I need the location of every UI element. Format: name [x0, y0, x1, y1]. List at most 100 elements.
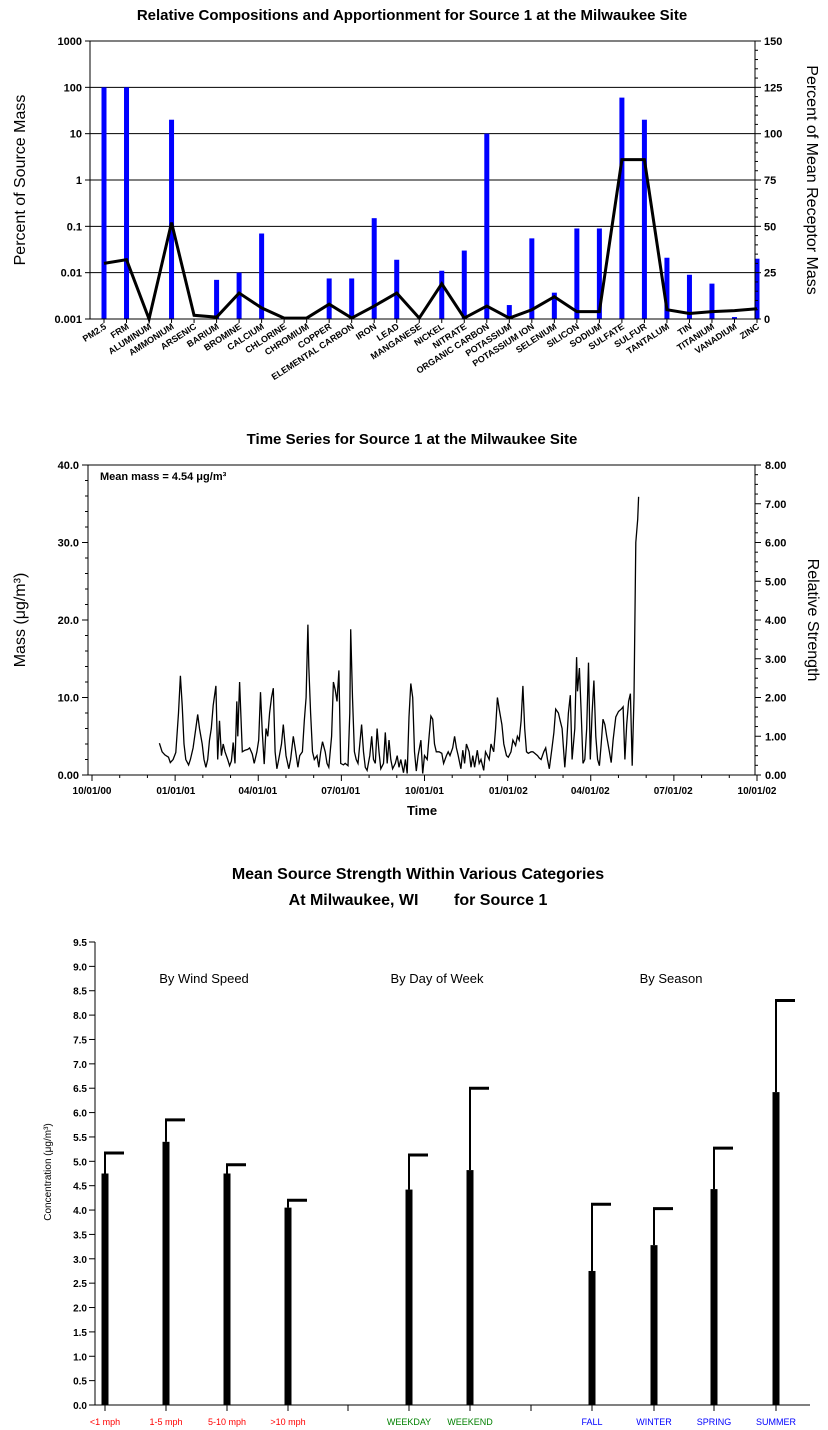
category-y-tick-label: 4.0	[73, 1206, 87, 1217]
composition-chart-title: Relative Compositions and Apportionment …	[137, 7, 687, 24]
composition-left-tick-label: 0.001	[54, 314, 82, 326]
time-series-x-axis-label: Time	[407, 803, 437, 818]
category-y-axis: 0.0 0.5 1.0 1.5 2.0 2.5 3.0 3.5 4.0 4.5 5.0 5.5 6.0 6…	[73, 938, 95, 1412]
time-series-x-tick-label: 04/01/01	[238, 786, 277, 797]
composition-right-tick-label: 25	[764, 268, 776, 280]
category-group-labels: By Wind Speed By Day of Week By Season	[159, 971, 702, 986]
category-bar	[650, 1245, 658, 1405]
composition-right-tick-label: 50	[764, 221, 776, 233]
composition-bar	[596, 228, 602, 319]
composition-bar	[619, 97, 625, 319]
category-y-tick-label: 9.0	[73, 962, 87, 973]
time-series-right-tick-label: 8.00	[765, 460, 786, 472]
composition-bar	[371, 218, 377, 319]
composition-y2-axis-label: Percent of Mean Receptor Mass	[803, 65, 820, 294]
composition-right-tick-label: 0	[764, 314, 770, 326]
time-series-left-tick-label: 30.0	[58, 538, 79, 550]
category-bar	[466, 1170, 474, 1405]
composition-right-tick-label: 150	[764, 36, 782, 48]
time-series-right-tick-label: 3.00	[765, 654, 786, 666]
composition-category-label: ZINC	[738, 321, 761, 341]
time-series-left-axis: 0.00 10.0 20.0 30.0 40.0	[58, 460, 88, 782]
category-bar	[284, 1207, 292, 1405]
time-series-right-tick-label: 7.00	[765, 499, 786, 511]
time-series-title: Time Series for Source 1 at the Milwauke…	[247, 431, 578, 448]
category-bar	[162, 1141, 170, 1405]
composition-bar	[439, 270, 445, 319]
composition-bar	[754, 258, 760, 319]
composition-bar	[326, 278, 332, 319]
category-y-tick-label: 8.0	[73, 1011, 87, 1022]
time-series-right-tick-label: 4.00	[765, 615, 786, 627]
composition-right-tick-label: 100	[764, 129, 782, 141]
category-group-label: By Season	[640, 971, 703, 986]
category-x-label: SPRING	[697, 1417, 732, 1427]
composition-right-tick-label: 125	[764, 82, 782, 94]
category-y-tick-label: 0.0	[73, 1401, 87, 1412]
composition-left-tick-label: 1	[76, 175, 82, 187]
composition-right-tick-label: 75	[764, 175, 776, 187]
category-x-label: <1 mph	[90, 1417, 120, 1427]
category-group-label: By Wind Speed	[159, 971, 249, 986]
time-series-x-tick-label: 07/01/02	[654, 786, 693, 797]
composition-left-tick-label: 0.1	[67, 221, 82, 233]
time-series-right-tick-label: 5.00	[765, 576, 786, 588]
time-series-x-tick-label: 01/01/01	[156, 786, 195, 797]
category-chart-subtitle: At Milwaukee, WI for Source 1	[289, 892, 548, 909]
category-x-label: SUMMER	[756, 1417, 796, 1427]
category-y-tick-label: 7.5	[73, 1035, 87, 1046]
composition-left-tick-label: 100	[64, 82, 82, 94]
composition-y-axis-label: Percent of Source Mass	[12, 95, 29, 266]
category-y-tick-label: 0.5	[73, 1377, 87, 1388]
composition-bar	[529, 238, 535, 319]
composition-chart: Relative Compositions and Apportionment …	[12, 7, 820, 382]
category-x-label: WEEKEND	[447, 1417, 493, 1427]
category-y-tick-label: 3.0	[73, 1255, 87, 1266]
category-y-tick-label: 2.0	[73, 1304, 87, 1315]
composition-left-tick-label: 1000	[58, 36, 82, 48]
composition-bar	[461, 250, 467, 319]
category-y-tick-label: 6.5	[73, 1084, 87, 1095]
time-series-right-tick-label: 6.00	[765, 538, 786, 550]
time-series-y-axis-label: Mass (μg/m³)	[12, 573, 29, 668]
category-y-tick-label: 8.5	[73, 987, 87, 998]
time-series-left-tick-label: 40.0	[58, 460, 79, 472]
composition-left-tick-label: 0.01	[61, 268, 82, 280]
composition-left-tick-label: 10	[70, 129, 82, 141]
composition-bar	[236, 272, 242, 319]
time-series-right-tick-label: 2.00	[765, 693, 786, 705]
composition-bar	[259, 233, 265, 319]
composition-category-label: IRON	[354, 321, 378, 342]
time-series-chart: Time Series for Source 1 at the Milwauke…	[12, 431, 821, 818]
category-y-tick-label: 3.5	[73, 1230, 87, 1241]
category-group-label: By Day of Week	[391, 971, 484, 986]
time-series-x-tick-label: 04/01/02	[571, 786, 610, 797]
composition-bar	[686, 274, 692, 319]
time-series-left-tick-label: 10.0	[58, 693, 79, 705]
time-series-x-tick-label: 10/01/01	[405, 786, 444, 797]
category-strength-chart: Mean Source Strength Within Various Cate…	[43, 866, 810, 1427]
time-series-x-tick-label: 07/01/01	[321, 786, 360, 797]
composition-bar	[101, 87, 107, 319]
composition-category-label: PM2.5	[81, 321, 108, 344]
category-bar	[772, 1092, 780, 1405]
category-x-label: >10 mph	[270, 1417, 305, 1427]
category-y-tick-label: 7.0	[73, 1060, 87, 1071]
composition-bar	[484, 133, 490, 319]
composition-bar	[349, 278, 355, 319]
time-series-right-axis: 0.00 1.00 2.00 3.00 4.00 5.00 6.00 7.00 8.00	[755, 460, 786, 782]
composition-bar	[214, 279, 220, 319]
category-bar	[101, 1173, 109, 1405]
category-x-axis: <1 mph 1-5 mph 5-10 mph >10 mph WEEKDAY WEEKE…	[90, 1405, 796, 1427]
composition-bar	[641, 119, 647, 320]
composition-x-axis: PM2.5 FRMALUMINUMAMMONIUMARSENICBARIUMBRO…	[81, 319, 762, 382]
composition-bar	[664, 257, 670, 319]
category-y-tick-label: 5.0	[73, 1157, 87, 1168]
composition-bar	[551, 292, 557, 319]
composition-bar	[169, 119, 175, 320]
category-y-tick-label: 1.0	[73, 1352, 87, 1363]
composition-gridlines	[90, 86, 755, 274]
category-y-tick-label: 6.0	[73, 1109, 87, 1120]
composition-bar	[574, 228, 580, 319]
category-chart-title: Mean Source Strength Within Various Cate…	[232, 866, 604, 883]
